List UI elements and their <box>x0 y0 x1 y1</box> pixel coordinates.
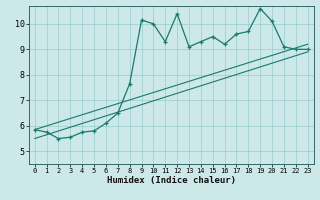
X-axis label: Humidex (Indice chaleur): Humidex (Indice chaleur) <box>107 176 236 185</box>
